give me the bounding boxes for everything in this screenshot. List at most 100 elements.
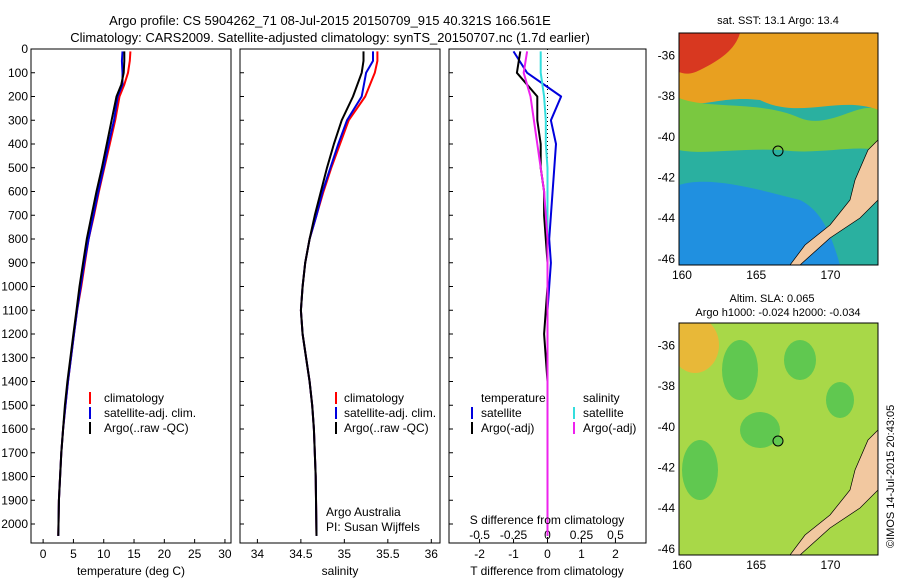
temperature-x-tick-label: 10 [97, 547, 111, 561]
sla-low-anomaly-5 [826, 382, 854, 418]
salinity-axis-label: salinity [322, 564, 359, 578]
salinity-legend: climatology satellite-adj. clim. Argo(..… [326, 391, 436, 534]
depth-tick-label: 1800 [1, 470, 28, 484]
salinity-x-tick-label: 35.5 [376, 547, 400, 561]
legend-label-salinity-argo: Argo(-adj) [583, 421, 636, 435]
depth-tick-label: 1300 [1, 351, 28, 365]
temperature-x-tick-label: 15 [127, 547, 141, 561]
difference-x-tick-label: 0 [544, 547, 551, 561]
sla-map-title-line-1: Altim. SLA: 0.065 [730, 293, 815, 305]
depth-tick-label: 2000 [1, 517, 28, 531]
salinity-series-satellite-adj-clim- [299, 51, 374, 536]
sla-map-lat-label: -36 [658, 338, 676, 352]
sla-low-anomaly-4 [682, 440, 718, 500]
depth-tick-label: 100 [8, 66, 28, 80]
sla-map-title-line-2: Argo h1000: -0.024 h2000: -0.034 [695, 307, 860, 319]
legend-label-satellite: satellite-adj. clim. [344, 406, 436, 420]
temperature-x-tick-label: 20 [158, 547, 172, 561]
difference-x2-tick-label: -0.5 [469, 528, 490, 542]
depth-tick-label: 800 [8, 232, 28, 246]
legend-title-salinity: salinity [583, 391, 620, 405]
temperature-series-argo-raw-qc- [57, 51, 126, 536]
temperature-x-tick-label: 0 [40, 547, 47, 561]
sst-map-lat-label: -46 [658, 252, 676, 266]
difference-x2-tick-label: -0.25 [500, 528, 528, 542]
temperature-series-satellite-adj-clim- [57, 51, 124, 536]
annotation-pi: PI: Susan Wijffels [326, 520, 420, 534]
temperature-x-tick-label: 25 [188, 547, 202, 561]
sst-map-lat-label: -40 [658, 130, 676, 144]
annotation-institution: Argo Australia [326, 505, 401, 519]
salinity-series-argo-raw-qc- [299, 51, 365, 536]
sst-map-lat-label: -38 [658, 89, 676, 103]
sst-warm-region [679, 33, 878, 110]
sst-map-lon-label: 160 [672, 268, 692, 282]
depth-tick-label: 700 [8, 208, 28, 222]
sst-map-lon-label: 165 [746, 268, 766, 282]
legend-label-climatology: climatology [104, 391, 164, 405]
sst-cool-region [679, 181, 840, 265]
sla-land-mass [789, 429, 878, 555]
sst-hot-region [679, 33, 740, 74]
sst-map-lat-label: -42 [658, 170, 676, 184]
salinity-x-tick-label: 35 [338, 547, 352, 561]
title-line-2: Climatology: CARS2009. Satellite-adjuste… [70, 30, 590, 45]
sst-profile-location-marker [772, 145, 784, 157]
depth-tick-label: 0 [21, 42, 28, 56]
sla-low-anomaly-1 [722, 340, 758, 400]
salinity-x-tick-label: 34 [251, 547, 265, 561]
difference-legend: temperature salinity satellite Argo(-adj… [471, 391, 636, 435]
difference-x-tick-label: 2 [612, 547, 619, 561]
sla-map-lat-label: -42 [658, 460, 676, 474]
sst-map [679, 33, 878, 265]
lines-layer [57, 50, 563, 536]
depth-tick-label: 1500 [1, 398, 28, 412]
legend-label-climatology: climatology [344, 391, 404, 405]
s-difference-axis-label: S difference from climatology [470, 513, 625, 527]
sla-low-anomaly-3 [740, 412, 780, 448]
t-difference-axis-label: T difference from climatology [470, 564, 624, 578]
sla-map-frame [678, 322, 879, 556]
depth-tick-label: 900 [8, 256, 28, 270]
depth-tick-label: 1600 [1, 422, 28, 436]
difference-x2-tick-label: 0.5 [607, 528, 624, 542]
temperature-x-tick-label: 30 [218, 547, 232, 561]
title-line-1: Argo profile: CS 5904262_71 08-Jul-2015 … [109, 13, 551, 28]
temperature-x-tick-label: 5 [70, 547, 77, 561]
sla-map [679, 323, 878, 555]
depth-tick-label: 1900 [1, 493, 28, 507]
depth-tick-label: 300 [8, 113, 28, 127]
depth-tick-label: 200 [8, 90, 28, 104]
sla-high-anomaly [679, 323, 719, 373]
legend-label-temperature-satellite: satellite [481, 406, 522, 420]
sst-map-lon-label: 170 [820, 268, 840, 282]
legend-label-temperature-argo: Argo(-adj) [481, 421, 534, 435]
temperature-legend: climatology satellite-adj. clim. Argo(..… [89, 391, 196, 435]
depth-tick-label: 1100 [2, 303, 28, 317]
sla-map-lon-label: 165 [746, 558, 766, 572]
sst-map-lat-label: -36 [658, 48, 676, 62]
sla-map-lat-label: -46 [658, 542, 676, 556]
salinity-x-tick-label: 36 [425, 547, 439, 561]
difference-series-temperature-argo-adj- [515, 51, 549, 536]
difference-x-tick-label: -2 [474, 547, 485, 561]
depth-tick-label: 1200 [1, 327, 28, 341]
imos-credit: ©IMOS 14-Jul-2015 20:43:05 [885, 405, 897, 548]
difference-x-tick-label: 1 [578, 547, 585, 561]
sla-map-lon-label: 160 [672, 558, 692, 572]
sla-map-lat-label: -40 [658, 420, 676, 434]
depth-tick-label: 1000 [1, 280, 28, 294]
sst-land-mass [789, 139, 878, 265]
salinity-series-climatology [299, 51, 379, 536]
legend-label-argo: Argo(..raw -QC) [104, 421, 189, 435]
sla-map-lat-label: -38 [658, 379, 676, 393]
depth-tick-label: 1700 [1, 446, 28, 460]
sla-profile-location-marker [772, 435, 784, 447]
temperature-panel-frame [30, 48, 232, 544]
sla-map-lon-label: 170 [820, 558, 840, 572]
difference-x-tick-label: -1 [508, 547, 519, 561]
sst-map-lat-label: -44 [658, 211, 676, 225]
sst-map-frame [678, 32, 879, 266]
depth-tick-label: 400 [8, 137, 28, 151]
